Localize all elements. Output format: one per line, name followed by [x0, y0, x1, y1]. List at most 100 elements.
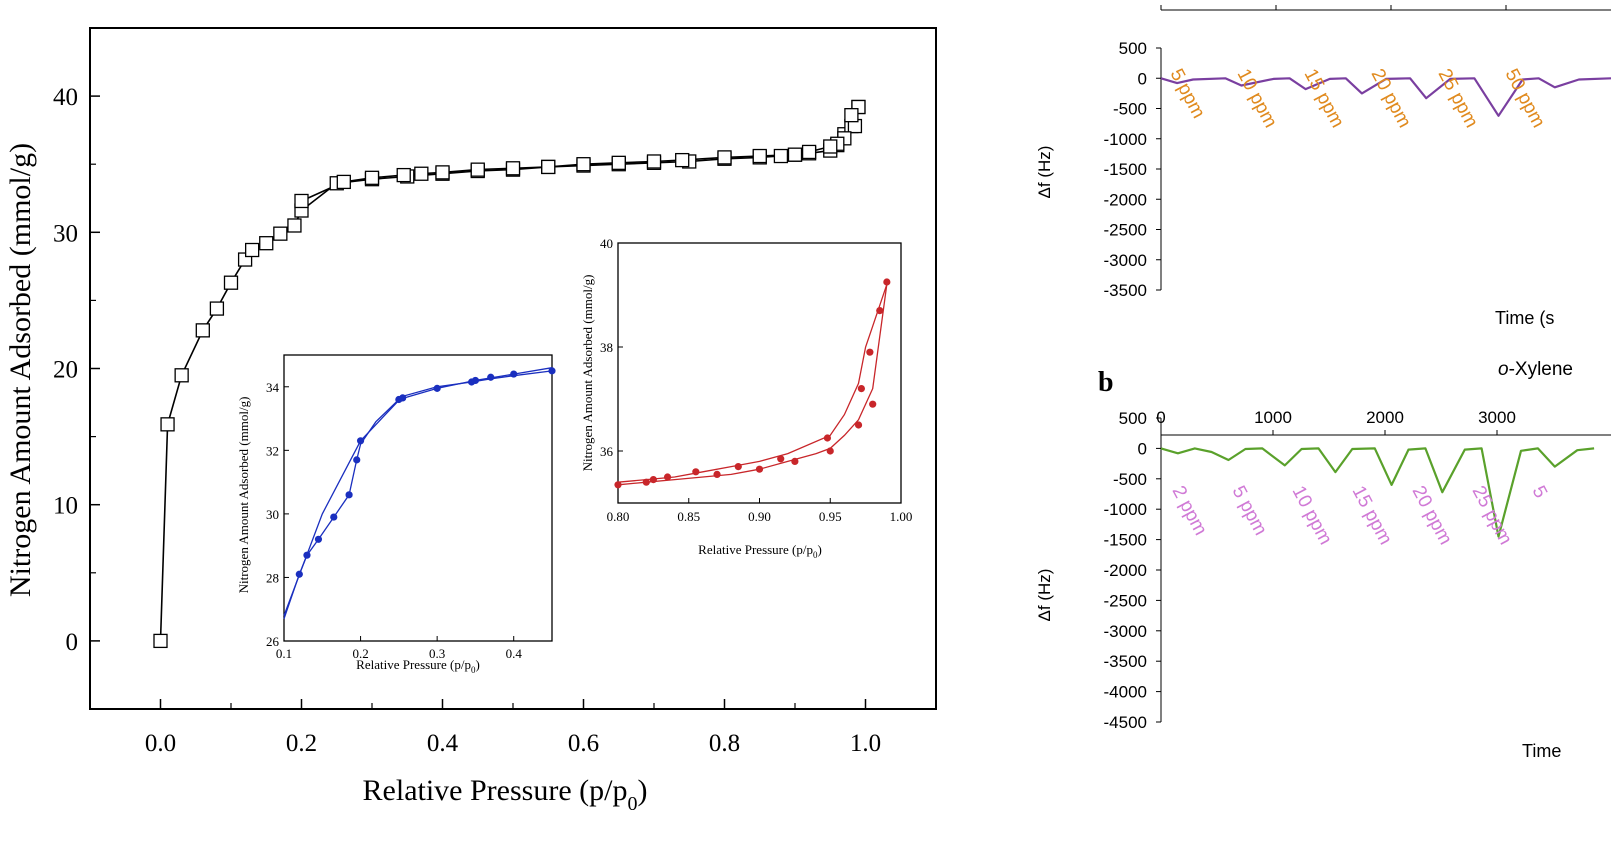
panel-b-y-tick-label: 500: [1119, 409, 1147, 428]
panel-b-top-tick-label: 1000: [1254, 408, 1292, 427]
panel-b-concentration-label: 10 ppm: [1288, 482, 1336, 548]
main-data-point: [336, 174, 351, 190]
panel-a-y-tick-label: -3500: [1104, 281, 1147, 300]
panel-a-x-axis-label: Time (s: [1495, 308, 1554, 328]
inset1-data-point: [433, 384, 441, 392]
panel-a-concentration-label: 5 ppm: [1166, 65, 1209, 121]
inset1-data-point: [330, 513, 338, 521]
panel-a-axis-ticks: 5000-500-1000-1500-2000-2500-3000-350005…: [1104, 0, 1611, 300]
panel-b-y-tick-label: -4000: [1104, 683, 1147, 702]
main-data-point: [646, 154, 662, 169]
inset1-data-point: [314, 535, 323, 543]
inset2-data-point: [713, 470, 721, 478]
inset1-data-point: [345, 491, 353, 499]
inset1-x-tick-label: 0.3: [429, 646, 445, 661]
main-x-tick-label: 0.4: [427, 730, 459, 757]
panel-b-concentration-label: 25 ppm: [1468, 482, 1516, 548]
panel-b-y-tick-label: -2000: [1104, 561, 1147, 580]
panel-b-concentration-label: 2 ppm: [1168, 482, 1211, 538]
main-data-point: [611, 155, 626, 170]
inset2-data-point: [755, 465, 764, 473]
main-data-point: [435, 165, 450, 180]
panel-b-y-tick-label: -500: [1113, 470, 1147, 489]
panel-b-top-tick-label: 0: [1156, 408, 1165, 427]
inset1-data-point: [487, 373, 495, 381]
inset1-data-point: [471, 376, 480, 385]
panel-a-top-tick-label: 0: [1156, 0, 1165, 2]
main-data-point: [844, 108, 859, 123]
panel-a-y-tick-label: 0: [1138, 69, 1147, 88]
panel-a-y-axis-label: Δf (Hz): [1035, 146, 1054, 199]
main-x-tick-label: 0.6: [568, 730, 599, 757]
panel-a-top-tick-label: 1000: [1372, 0, 1410, 2]
inset2-x-tick-label: 0.80: [607, 509, 630, 524]
panel-a-top-tick-label: 200: [1607, 0, 1611, 2]
inset-high-pressure-chart: Nitrogen Amount Adsorbed (mmol/g) Relati…: [580, 236, 912, 560]
panel-b-y-tick-label: 0: [1138, 439, 1147, 458]
inset1-x-tick-label: 0.1: [276, 646, 292, 661]
main-data-point: [752, 148, 767, 164]
main-data-point: [505, 161, 521, 176]
main-data-point: [153, 633, 168, 649]
main-x-tick-label: 1.0: [850, 730, 881, 757]
panel-a-concentration-label: 25 ppm: [1434, 65, 1482, 131]
main-y-axis-label: Nitrogen Amount Adsorbed (mmol/g): [4, 143, 37, 597]
inset2-data-point: [791, 457, 799, 465]
inset1-data-point: [295, 570, 303, 578]
panel-b-title: o-Xylene: [1498, 359, 1573, 380]
panel-a-y-tick-label: -3000: [1104, 251, 1147, 270]
main-data-point: [195, 323, 210, 338]
panel-b-y-axis-label: Δf (Hz): [1035, 569, 1054, 622]
inset2-x-tick-label: 1.00: [890, 509, 913, 524]
panel-a-top-tick-label: 500: [1262, 0, 1290, 2]
inset2-data-point: [823, 434, 832, 442]
inset1-data-point: [353, 456, 361, 464]
panel-a-concentration-label: 50 ppm: [1501, 65, 1549, 131]
panel-b-top-tick-label: 3000: [1478, 408, 1516, 427]
inset1-data-point: [510, 370, 518, 378]
panel-b-y-tick-label: -1500: [1104, 531, 1147, 550]
main-isotherm-chart: Nitrogen Amount Adsorbed (mmol/g) Relati…: [4, 27, 937, 815]
panel-a-response-line: [1160, 77, 1611, 117]
inset2-plot-frame: [617, 242, 902, 504]
main-x-tick-label: 0.0: [145, 730, 176, 757]
inset2-x-tick-label: 0.95: [819, 509, 842, 524]
main-x-tick-label: 0.2: [286, 730, 317, 757]
inset1-series: [283, 367, 556, 620]
main-data-point: [414, 166, 429, 181]
panel-a-concentration-label: 15 ppm: [1300, 65, 1348, 131]
inset1-y-tick-label: 32: [266, 443, 279, 458]
inset1-y-axis-label: Nitrogen Amount Adsorbed (mmol/g): [236, 397, 251, 594]
inset2-data-point: [649, 476, 657, 484]
inset1-data-point: [548, 367, 556, 375]
panel-b-y-tick-label: -4500: [1104, 713, 1147, 732]
panel-a-y-tick-label: -1000: [1104, 130, 1147, 149]
inset1-axis-ticks: 0.1 0.2 0.3 0.4 26 28 30 32 34: [266, 380, 522, 661]
inset1-data-point: [303, 551, 311, 559]
panel-a-top-tick-label: 1500: [1487, 0, 1525, 2]
main-data-point: [801, 144, 817, 160]
main-y-tick-label: 10: [53, 493, 78, 520]
panel-b-y-tick-label: -2500: [1104, 591, 1147, 610]
inset1-y-tick-label: 34: [266, 380, 280, 395]
inset2-data-point: [734, 463, 742, 471]
inset2-data-point: [876, 307, 884, 315]
inset2-data-point: [692, 468, 700, 476]
main-data-point: [470, 162, 485, 177]
inset2-data-point: [642, 478, 650, 486]
main-data-point: [675, 152, 690, 168]
inset2-data-point: [663, 473, 672, 481]
inset2-data-point: [866, 348, 874, 356]
panel-b-concentration-label: 5: [1528, 482, 1552, 501]
inset2-y-tick-label: 40: [600, 236, 613, 251]
main-data-point: [287, 218, 302, 233]
panel-b-axis-ticks: 500 0 -500 -1000 -1500 -2000 -2500 -3000 -3500 -4…: [1104, 408, 1611, 732]
inset1-y-tick-label: 26: [266, 634, 280, 649]
inset2-series: [614, 278, 891, 489]
panel-b-label: b: [1098, 367, 1114, 398]
main-y-tick-label: 30: [53, 220, 78, 247]
main-data-point: [541, 159, 556, 175]
inset1-data-point: [356, 437, 365, 445]
inset1-x-tick-label: 0.2: [352, 646, 368, 661]
